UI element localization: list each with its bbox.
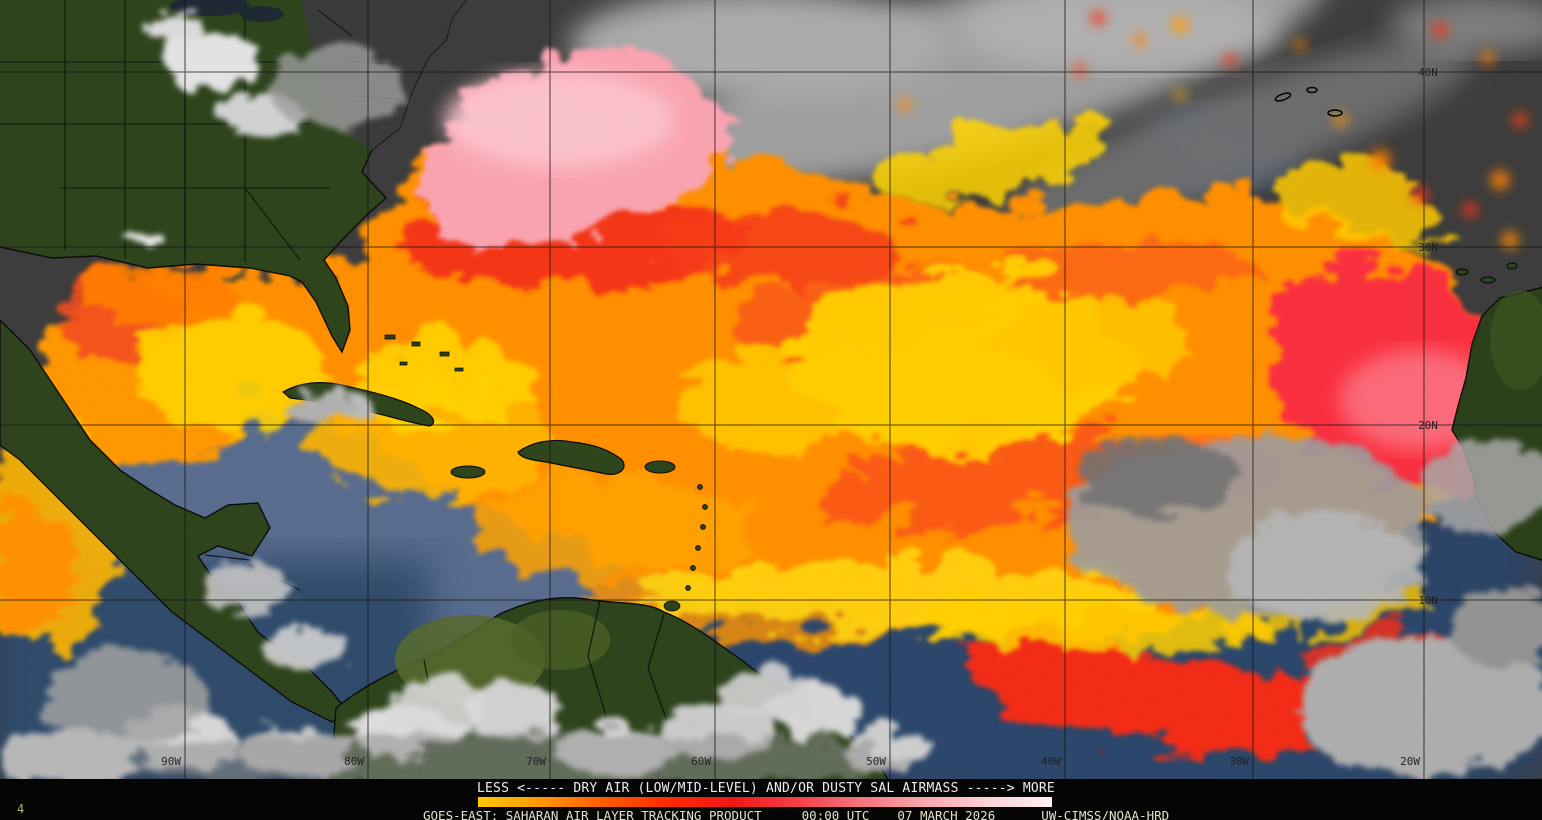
label-20n: 20N bbox=[1418, 419, 1438, 432]
satellite-imagery: 40N 30N 20N 10N 90W 80W 70W 60W 50W 40W … bbox=[0, 0, 1542, 780]
label-30w: 30W bbox=[1229, 755, 1249, 768]
legend-text: LESS <----- DRY AIR (LOW/MID-LEVEL) AND/… bbox=[477, 781, 1055, 796]
label-60w: 60W bbox=[691, 755, 711, 768]
satellite-map: 40N 30N 20N 10N 90W 80W 70W 60W 50W 40W … bbox=[0, 0, 1542, 780]
footer-bar: 4 LESS <----- DRY AIR (LOW/MID-LEVEL) AN… bbox=[0, 779, 1542, 820]
product-title: GOES-EAST: SAHARAN AIR LAYER TRACKING PR… bbox=[423, 808, 762, 820]
product-title-line: GOES-EAST: SAHARAN AIR LAYER TRACKING PR… bbox=[423, 808, 1169, 820]
label-10n: 10N bbox=[1418, 594, 1438, 607]
dryness-colorbar bbox=[478, 797, 1052, 807]
noise-texture bbox=[0, 0, 1542, 780]
label-40n: 40N bbox=[1418, 66, 1438, 79]
grid-overlay: 40N 30N 20N 10N 90W 80W 70W 60W 50W 40W … bbox=[0, 0, 1542, 780]
product-time: 00:00 UTC bbox=[801, 808, 870, 820]
label-30n: 30N bbox=[1418, 241, 1438, 254]
product-credit: UW-CIMSS/NOAA-HRD bbox=[1041, 808, 1170, 820]
frame-number: 4 bbox=[17, 802, 25, 816]
label-40w: 40W bbox=[1041, 755, 1061, 768]
label-50w: 50W bbox=[866, 755, 886, 768]
label-70w: 70W bbox=[526, 755, 546, 768]
label-90w: 90W bbox=[161, 755, 181, 768]
label-20w: 20W bbox=[1400, 755, 1420, 768]
label-80w: 80W bbox=[344, 755, 364, 768]
product-date: 07 MARCH 2026 bbox=[897, 808, 996, 820]
